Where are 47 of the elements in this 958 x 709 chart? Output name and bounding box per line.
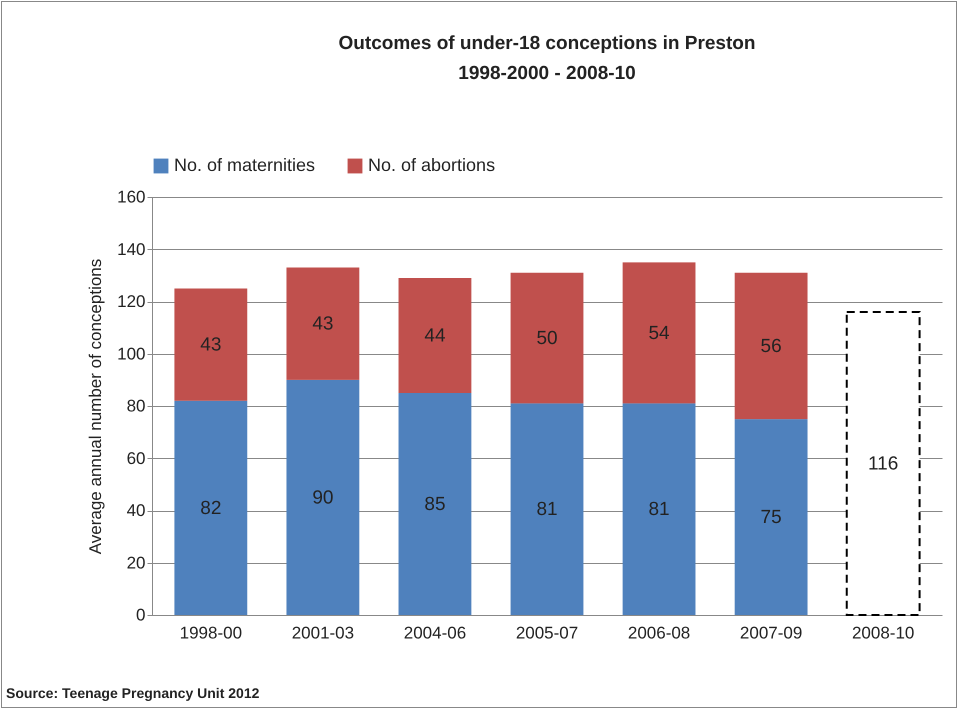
y-tick-label: 100 bbox=[117, 344, 146, 364]
data-label: 50 bbox=[536, 328, 558, 350]
data-label: 43 bbox=[200, 334, 222, 356]
bar bbox=[174, 400, 248, 615]
legend-label: No. of maternities bbox=[174, 155, 316, 175]
bar bbox=[622, 403, 696, 615]
bar bbox=[846, 310, 921, 616]
y-tick-label: 160 bbox=[117, 188, 146, 206]
bar bbox=[734, 419, 808, 615]
data-label: 81 bbox=[536, 499, 558, 520]
legend-label: No. of abortions bbox=[368, 155, 496, 175]
y-tick-label: 40 bbox=[126, 501, 146, 520]
data-label: 56 bbox=[760, 336, 782, 357]
data-label: 81 bbox=[648, 499, 670, 520]
bar bbox=[622, 262, 696, 404]
y-tick-label: 20 bbox=[126, 553, 146, 572]
y-tick-label: 80 bbox=[126, 396, 146, 416]
bar bbox=[510, 403, 584, 615]
x-tick-label: 2004-06 bbox=[404, 624, 466, 642]
data-label: 54 bbox=[648, 322, 670, 344]
bar bbox=[398, 392, 472, 615]
bar bbox=[398, 278, 472, 393]
data-label: 44 bbox=[424, 325, 446, 346]
bar bbox=[174, 288, 248, 401]
bar bbox=[510, 272, 584, 404]
y-axis-title: Average annual number of conceptions bbox=[86, 258, 106, 554]
bar bbox=[286, 380, 360, 615]
y-tick-label: 0 bbox=[136, 606, 146, 624]
bar bbox=[286, 268, 360, 380]
y-tick-label: 60 bbox=[126, 448, 146, 468]
x-tick-label: 2006-08 bbox=[628, 624, 690, 642]
x-tick-label: 2005-07 bbox=[516, 624, 578, 642]
y-tick-label: 120 bbox=[117, 292, 146, 311]
chart-title: Outcomes of under-18 conceptions in Preston 1998-2000 - 2008-10 bbox=[338, 33, 756, 84]
data-label: 75 bbox=[760, 507, 782, 528]
x-tick-label: 2008-10 bbox=[852, 624, 914, 642]
x-tick-label: 2001-03 bbox=[292, 624, 354, 642]
bar bbox=[734, 272, 808, 420]
data-label: 43 bbox=[312, 314, 334, 335]
x-tick-label: 2007-09 bbox=[740, 624, 802, 642]
data-label: 116 bbox=[868, 453, 898, 474]
y-tick-label: 140 bbox=[117, 240, 146, 259]
data-label: 90 bbox=[312, 487, 334, 508]
x-tick-label: 1998-00 bbox=[180, 624, 242, 642]
source-note: Source: Teenage Pregnancy Unit 2012 bbox=[6, 685, 260, 701]
data-label: 82 bbox=[200, 498, 222, 519]
data-label: 85 bbox=[424, 494, 446, 515]
